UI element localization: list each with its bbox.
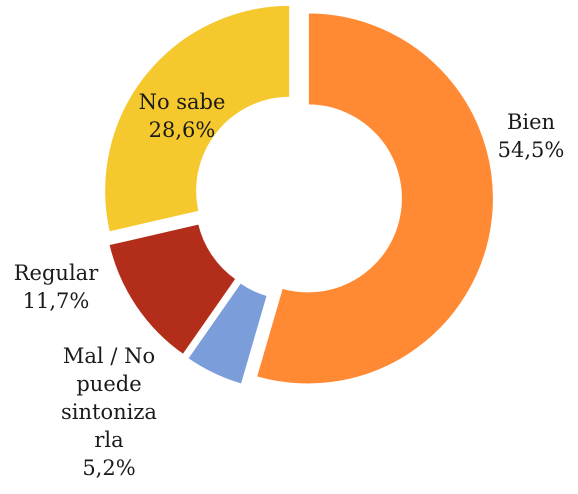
slice-no-sabe <box>103 3 292 234</box>
slice-mal-no-puede-sintonizarla <box>185 280 269 386</box>
label-bien-name: Bien <box>506 110 556 134</box>
label-mal-name-3: sintoniza <box>61 400 157 424</box>
label-regular-name: Regular <box>13 261 99 285</box>
label-regular: Regular 11,7% <box>0 259 112 315</box>
slice-regular <box>107 222 238 357</box>
label-mal: Mal / No puede sintoniza rla 5,2% <box>44 342 174 482</box>
label-mal-value: 5,2% <box>82 456 136 480</box>
label-no-sabe-name: No sabe <box>138 90 226 114</box>
label-mal-name-1: Mal / No <box>62 344 156 368</box>
label-bien: Bien 54,5% <box>492 108 570 164</box>
donut-slices <box>103 3 495 386</box>
label-mal-name-4: rla <box>94 428 124 452</box>
label-no-sabe-value: 28,6% <box>148 118 216 142</box>
label-no-sabe: No sabe 28,6% <box>126 88 238 144</box>
label-regular-value: 11,7% <box>22 289 90 313</box>
label-bien-value: 54,5% <box>497 138 565 162</box>
slice-bien <box>254 11 495 386</box>
label-mal-name-2: puede <box>76 372 142 396</box>
